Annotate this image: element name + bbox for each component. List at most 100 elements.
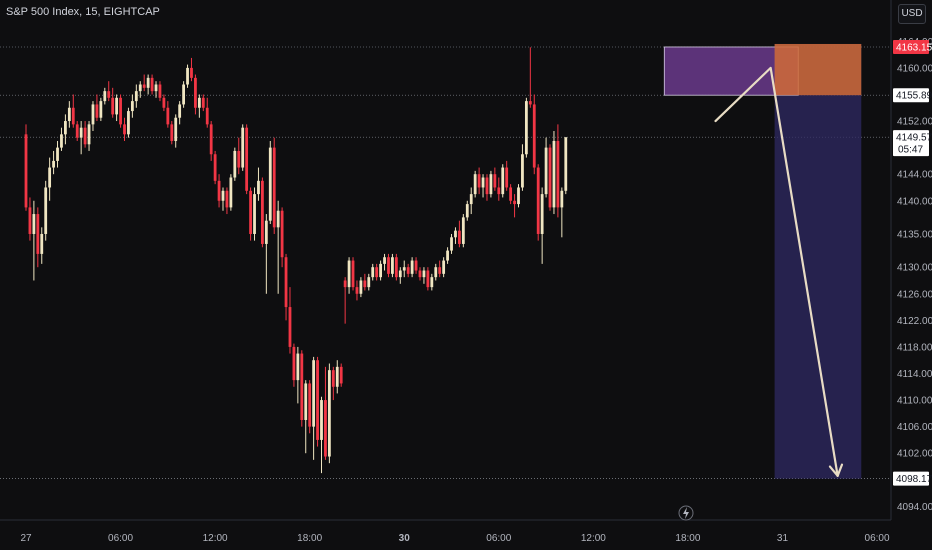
price-tick: 4130.00 (897, 263, 932, 274)
candle-up (134, 84, 138, 108)
candle-body (402, 267, 406, 271)
candle-body (205, 107, 209, 125)
candle-down (28, 197, 32, 241)
candle-body (213, 154, 217, 181)
candles (24, 47, 568, 474)
price-badge: 4155.89 (893, 88, 932, 103)
candle-body (75, 124, 79, 138)
candle-body (454, 230, 457, 238)
candle-up (154, 81, 158, 98)
price-tick: 4106.00 (897, 422, 932, 433)
candle-down (532, 94, 536, 175)
candle-body (524, 101, 528, 155)
price-tick: 4152.00 (897, 117, 932, 128)
lightning-icon[interactable] (678, 505, 694, 521)
candle-body (233, 150, 237, 178)
time-tick: 27 (20, 533, 32, 544)
price-badge-label: 4155.89 (896, 91, 932, 102)
candle-body (44, 187, 48, 234)
price-badge: 4163.15 (893, 39, 932, 54)
candle-body (107, 91, 111, 98)
candle-up (517, 184, 520, 208)
candle-down (497, 177, 501, 201)
time-tick: 18:00 (675, 533, 700, 544)
candle-body (564, 137, 568, 191)
candle-body (375, 267, 379, 278)
candle-down (288, 287, 292, 354)
candle-body (217, 180, 221, 201)
candle-up (552, 131, 556, 215)
candle-body (221, 190, 225, 201)
candle-down (556, 124, 560, 218)
candle-down (162, 94, 166, 112)
candle-body (517, 187, 520, 205)
candle-body (469, 194, 473, 205)
candle-body (521, 154, 524, 188)
candle-down (209, 121, 213, 161)
candle-body (450, 237, 453, 251)
candle-body (434, 267, 438, 278)
candle-up (540, 187, 544, 264)
candle-down (324, 366, 327, 460)
candle-body (284, 257, 288, 308)
candle-down (418, 267, 422, 281)
candle-body (67, 107, 71, 122)
candle-up (398, 267, 402, 284)
candle-body (201, 97, 205, 108)
candle-up (367, 273, 371, 291)
candle-body (257, 180, 260, 195)
candle-down (351, 257, 355, 291)
candle-up (320, 396, 323, 474)
candle-body (359, 280, 363, 294)
candle-up (430, 273, 434, 291)
candle-body (410, 260, 414, 274)
candle-body (513, 200, 516, 205)
candle-body (64, 121, 67, 135)
candle-up (379, 260, 382, 281)
candle-body (241, 127, 245, 168)
candle-down (528, 47, 532, 108)
candle-body (272, 147, 276, 228)
time-axis: 27 06:00 12:00 18:00 30 06:00 12:00 18:00 31 06:0… (20, 533, 890, 544)
candle-down (363, 273, 367, 291)
candle-body (351, 260, 355, 288)
candle-up (253, 187, 256, 241)
candle-down (513, 194, 516, 218)
candle-down (71, 94, 75, 128)
drawings (663, 43, 862, 479)
lightning-icon-bolt (683, 507, 689, 519)
candle-down (261, 177, 264, 248)
candle-body (162, 97, 166, 108)
currency-button[interactable]: USD (898, 4, 926, 24)
candle-down (493, 167, 497, 191)
candle-body (426, 270, 430, 288)
candle-body (174, 117, 178, 141)
candle-up (99, 97, 103, 122)
candle-body (339, 366, 343, 384)
time-tick: 12:00 (203, 533, 228, 544)
candle-up (87, 121, 91, 151)
candle-body (119, 97, 122, 125)
candle-body (367, 277, 371, 288)
candle-down (249, 187, 252, 241)
candle-body (493, 174, 497, 188)
projection-arrow (714, 66, 844, 477)
candle-up (481, 174, 485, 198)
candle-body (186, 67, 189, 85)
candle-body (296, 353, 300, 381)
price-tick: 4140.00 (897, 196, 932, 207)
candle-up (276, 200, 280, 294)
candle-body (166, 107, 170, 125)
time-tick: 18:00 (297, 533, 322, 544)
candle-body (103, 91, 107, 102)
price-badge-bg (893, 39, 929, 54)
candle-body (422, 270, 426, 278)
candle-body (465, 204, 469, 218)
time-tick: 30 (399, 533, 411, 544)
candle-down (24, 124, 28, 211)
candle-down (505, 160, 509, 191)
candle-body (190, 67, 193, 78)
price-tick: 4122.00 (897, 316, 932, 327)
candle-down (414, 257, 418, 274)
